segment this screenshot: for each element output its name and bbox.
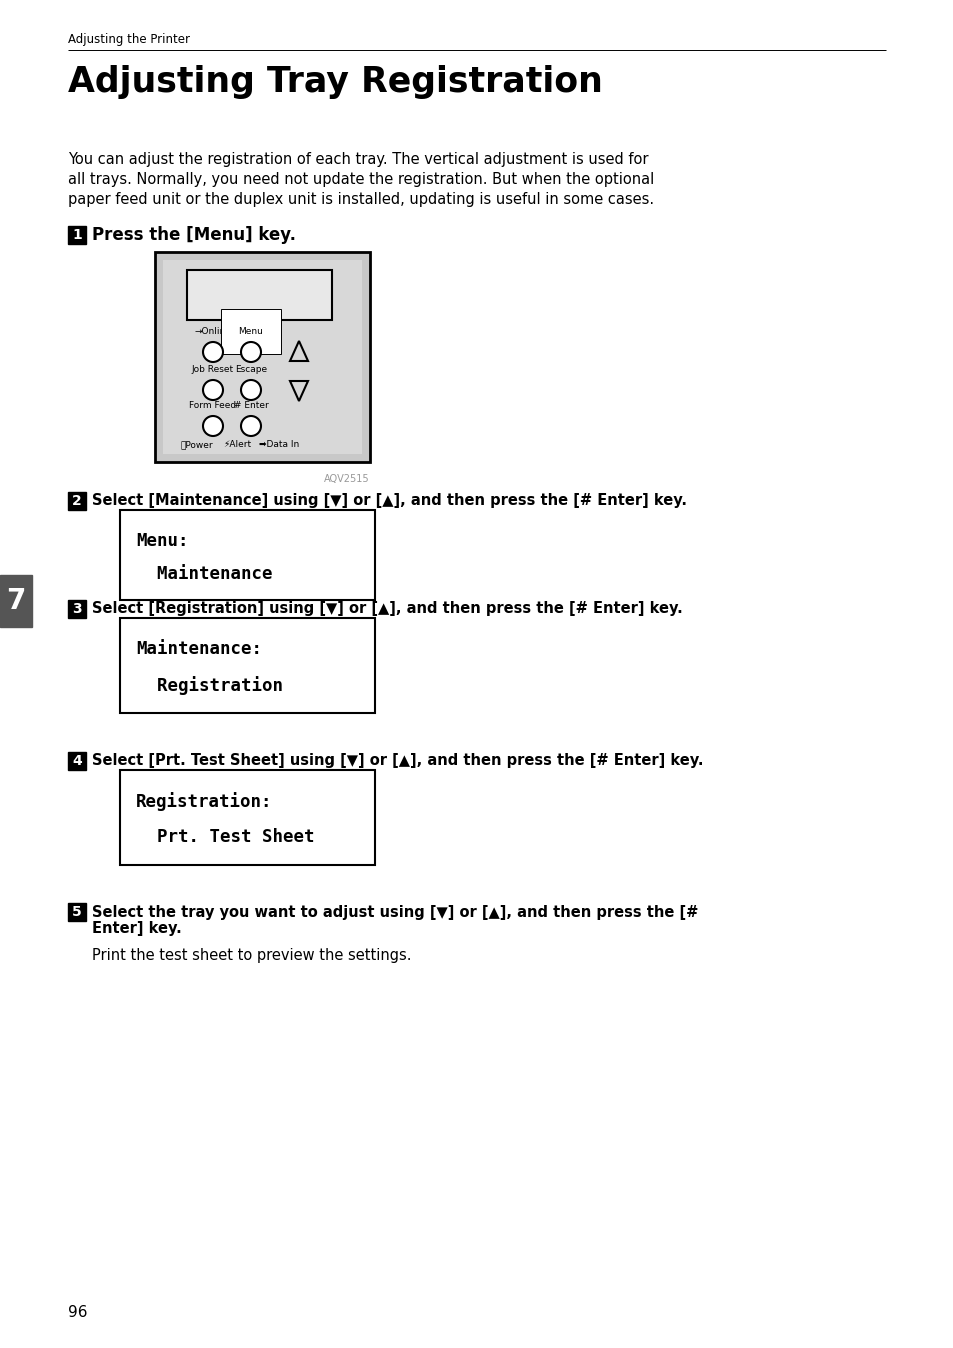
Bar	[68, 752, 86, 770]
Bar	[120, 770, 375, 865]
Text: Press the [Menu] key.: Press the [Menu] key.	[91, 226, 295, 244]
Text: 96: 96	[68, 1305, 88, 1320]
Text: Registration:: Registration:	[136, 793, 273, 811]
Text: # Enter: # Enter	[233, 400, 268, 410]
Text: Enter] key.: Enter] key.	[91, 922, 182, 937]
Bar	[68, 226, 86, 244]
Circle shape	[241, 417, 261, 435]
Bar	[68, 600, 86, 617]
Text: 2: 2	[72, 493, 82, 508]
Text: ➡Data In: ➡Data In	[258, 439, 299, 449]
Text: 4: 4	[72, 754, 82, 768]
Text: Adjusting Tray Registration: Adjusting Tray Registration	[68, 65, 602, 98]
Text: You can adjust the registration of each tray. The vertical adjustment is used fo: You can adjust the registration of each …	[68, 152, 648, 167]
Text: paper feed unit or the duplex unit is installed, updating is useful in some case: paper feed unit or the duplex unit is in…	[68, 191, 654, 208]
Bar	[68, 903, 86, 921]
Text: 3: 3	[72, 603, 82, 616]
Circle shape	[241, 342, 261, 363]
Bar	[120, 617, 375, 713]
Text: Menu: Menu	[238, 328, 263, 336]
Text: Prt. Test Sheet: Prt. Test Sheet	[136, 828, 314, 847]
Circle shape	[203, 380, 223, 400]
Text: Menu:: Menu:	[136, 532, 189, 550]
Bar	[120, 510, 375, 600]
Text: 1: 1	[72, 228, 82, 243]
Text: ⚡Alert: ⚡Alert	[223, 439, 251, 449]
Text: 5: 5	[72, 905, 82, 919]
Text: Adjusting the Printer: Adjusting the Printer	[68, 32, 190, 46]
Text: Select [Prt. Test Sheet] using [▼] or [▲], and then press the [# Enter] key.: Select [Prt. Test Sheet] using [▼] or [▲…	[91, 754, 702, 768]
Text: Form Feed: Form Feed	[190, 400, 236, 410]
Bar	[68, 492, 86, 510]
Bar	[187, 270, 332, 319]
Text: Select [Registration] using [▼] or [▲], and then press the [# Enter] key.: Select [Registration] using [▼] or [▲], …	[91, 601, 682, 616]
Text: AQV2515: AQV2515	[324, 474, 370, 484]
Circle shape	[203, 417, 223, 435]
Text: Registration: Registration	[136, 675, 283, 696]
Circle shape	[203, 342, 223, 363]
Text: all trays. Normally, you need not update the registration. But when the optional: all trays. Normally, you need not update…	[68, 173, 654, 187]
Text: →Online: →Online	[194, 328, 232, 336]
Text: 7: 7	[7, 586, 26, 615]
Text: Maintenance: Maintenance	[136, 565, 273, 582]
Text: ⓅPower: ⓅPower	[180, 439, 213, 449]
Text: Print the test sheet to preview the settings.: Print the test sheet to preview the sett…	[91, 948, 411, 962]
Bar	[0, 576, 32, 627]
Text: Maintenance:: Maintenance:	[136, 640, 262, 658]
Text: Select the tray you want to adjust using [▼] or [▲], and then press the [#: Select the tray you want to adjust using…	[91, 905, 698, 919]
Circle shape	[241, 380, 261, 400]
Text: Job Reset: Job Reset	[192, 365, 233, 373]
Text: Select [Maintenance] using [▼] or [▲], and then press the [# Enter] key.: Select [Maintenance] using [▼] or [▲], a…	[91, 493, 686, 508]
FancyBboxPatch shape	[154, 252, 370, 462]
Text: Escape: Escape	[234, 365, 267, 373]
Bar	[163, 260, 361, 454]
